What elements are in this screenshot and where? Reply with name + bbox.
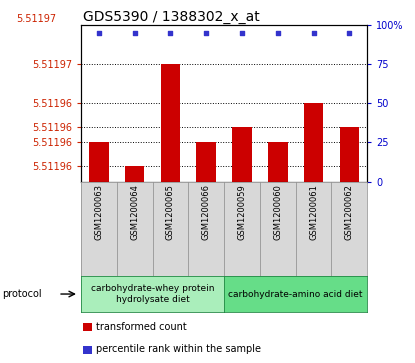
Text: GSM1200062: GSM1200062 — [345, 184, 354, 240]
Text: 5.51197: 5.51197 — [17, 13, 57, 24]
Point — [95, 30, 102, 36]
Point — [239, 30, 245, 36]
Bar — [125, 166, 144, 182]
Text: GDS5390 / 1388302_x_at: GDS5390 / 1388302_x_at — [83, 9, 260, 24]
Bar — [339, 127, 359, 182]
Text: GSM1200060: GSM1200060 — [273, 184, 282, 240]
Point — [310, 30, 317, 36]
Point — [167, 30, 174, 36]
Point — [346, 30, 353, 36]
Text: GSM1200061: GSM1200061 — [309, 184, 318, 240]
Text: protocol: protocol — [2, 289, 42, 299]
Text: GSM1200066: GSM1200066 — [202, 184, 211, 240]
Bar — [196, 143, 216, 182]
Text: GSM1200065: GSM1200065 — [166, 184, 175, 240]
Bar — [304, 103, 323, 182]
Text: GSM1200063: GSM1200063 — [94, 184, 103, 240]
Text: carbohydrate-whey protein
hydrolysate diet: carbohydrate-whey protein hydrolysate di… — [91, 284, 214, 304]
Text: GSM1200059: GSM1200059 — [237, 184, 247, 240]
Text: percentile rank within the sample: percentile rank within the sample — [96, 344, 261, 354]
Point — [203, 30, 210, 36]
Text: GSM1200064: GSM1200064 — [130, 184, 139, 240]
Bar — [161, 64, 180, 182]
Bar — [268, 143, 288, 182]
Point — [131, 30, 138, 36]
Point — [274, 30, 281, 36]
Bar — [89, 143, 109, 182]
Text: carbohydrate-amino acid diet: carbohydrate-amino acid diet — [228, 290, 363, 298]
Bar — [232, 127, 252, 182]
Text: transformed count: transformed count — [96, 322, 187, 332]
